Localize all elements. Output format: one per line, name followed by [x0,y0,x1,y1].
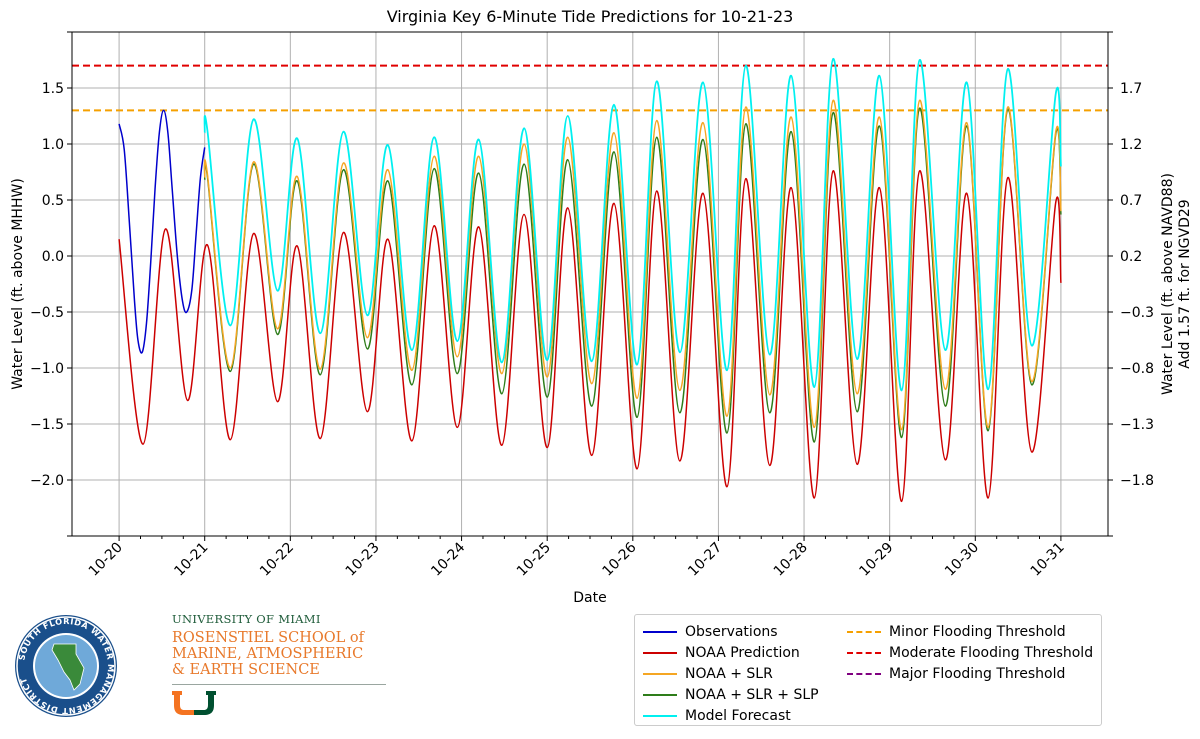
legend-item-model-forecast: Model Forecast [643,705,819,726]
legend-item-noaa-slr: NOAA + SLR [643,663,819,684]
legend-item-noaa-prediction: NOAA Prediction [643,642,819,663]
right-y-tick-label: 1.2 [1120,137,1142,153]
legend-swatch-noaa-slr [643,672,677,675]
series-line-observations [118,109,206,354]
x-axis: 10-20 10-21 10-22 10-23 10-24 10-25 10-26 10-27… [86,536,1068,580]
um-u-logo [172,691,216,715]
chart-title: Virginia Key 6-Minute Tide Predictions f… [387,7,794,26]
x-tick-label: 10-21 [171,540,211,580]
legend-label-moderate-flooding: Moderate Flooding Threshold [889,644,1094,661]
right-y-tick-label: −1.3 [1120,417,1154,433]
y-tick-label: −0.5 [30,305,64,321]
legend-column-2: Minor Flooding Threshold Moderate Floodi… [847,621,1093,684]
y-tick-label: 0.0 [42,249,64,265]
right-y-axis: −1.8 −1.3 −0.8 −0.3 0.2 0.7 1.2 1.7 [1108,31,1154,537]
legend-swatch-observations [643,630,677,633]
legend-column-1: Observations NOAA Prediction NOAA + SLR … [643,621,819,726]
y-axis-label-right-2: Add 1.57 ft. for NGVD29 [1177,199,1193,368]
legend-label-model-forecast: Model Forecast [685,707,791,724]
right-y-tick-label: 0.2 [1120,249,1142,265]
legend-item-noaa-slr-slp: NOAA + SLR + SLP [643,684,819,705]
y-tick-label: 1.0 [42,137,64,153]
legend-item-major-flooding: Major Flooding Threshold [847,663,1093,684]
series-line-model-forecast [203,57,1062,392]
sfwmd-seal-logo: SOUTH FLORIDA WATER MANAGEMENT DISTRICT [15,615,117,717]
series-line-noaa-slr-slp [203,107,1062,443]
right-y-tick-label: −1.8 [1120,473,1154,489]
y-axis-label-right-1: Water Level (ft. above NAVD88) [1160,173,1176,395]
legend-label-minor-flooding: Minor Flooding Threshold [889,623,1066,640]
y-tick-label: −1.0 [30,361,64,377]
y-tick-label: 1.5 [42,81,64,97]
x-tick-label: 10-26 [600,539,640,579]
series-lines [118,57,1062,503]
x-tick-label: 10-24 [428,539,468,579]
series-line-noaa-slr [203,99,1062,431]
right-y-tick-label: 0.7 [1120,193,1142,209]
legend-item-moderate-flooding: Moderate Flooding Threshold [847,642,1093,663]
x-tick-label: 10-23 [343,540,383,580]
legend-swatch-noaa-prediction [643,651,677,654]
legend-label-major-flooding: Major Flooding Threshold [889,665,1066,682]
x-tick-label: 10-27 [685,540,725,580]
legend-swatch-major-flooding [847,672,881,675]
legend-swatch-moderate-flooding [847,651,881,654]
um-divider [172,684,386,685]
x-axis-label: Date [573,590,606,606]
y-tick-label: −2.0 [30,473,64,489]
right-y-tick-label: 1.7 [1120,81,1142,97]
um-school-line-2: MARINE, ATMOSPHERIC [172,646,364,662]
legend-label-noaa-slr: NOAA + SLR [685,665,773,682]
x-tick-label: 10-29 [856,540,896,580]
um-university-text: UNIVERSITY OF MIAMI [172,612,321,626]
left-y-axis: −2.0 −1.5 −1.0 −0.5 0.0 0.5 1.0 1.5 [30,31,72,537]
legend-swatch-noaa-slr-slp [643,693,677,696]
right-y-tick-label: −0.8 [1120,361,1154,377]
right-y-tick-label: −0.3 [1120,305,1154,321]
x-tick-label: 10-22 [257,540,297,580]
x-tick-label: 10-28 [771,540,811,580]
x-tick-label: 10-31 [1028,540,1068,580]
y-tick-label: −1.5 [30,417,64,433]
y-axis-label-left: Water Level (ft. above MHHW) [10,178,26,390]
legend-swatch-minor-flooding [847,630,881,633]
chart-legend: Observations NOAA Prediction NOAA + SLR … [634,614,1102,726]
legend-item-observations: Observations [643,621,819,642]
um-school-line-1: ROSENSTIEL SCHOOL of [172,630,364,646]
legend-item-minor-flooding: Minor Flooding Threshold [847,621,1093,642]
legend-label-noaa-prediction: NOAA Prediction [685,644,800,661]
x-tick-label: 10-30 [942,540,982,580]
um-school-text: ROSENSTIEL SCHOOL of MARINE, ATMOSPHERIC… [172,630,392,678]
x-tick-label: 10-20 [86,540,126,580]
series-line-noaa-prediction [118,170,1062,503]
threshold-lines [72,64,1108,112]
legend-swatch-model-forecast [643,714,677,717]
y-tick-label: 0.5 [42,193,64,209]
legend-label-noaa-slr-slp: NOAA + SLR + SLP [685,686,819,703]
x-tick-label: 10-25 [514,540,554,580]
um-school-line-3: & EARTH SCIENCE [172,662,320,678]
legend-label-observations: Observations [685,623,778,640]
um-rosenstiel-logo: UNIVERSITY OF MIAMI ROSENSTIEL SCHOOL of… [172,612,392,719]
